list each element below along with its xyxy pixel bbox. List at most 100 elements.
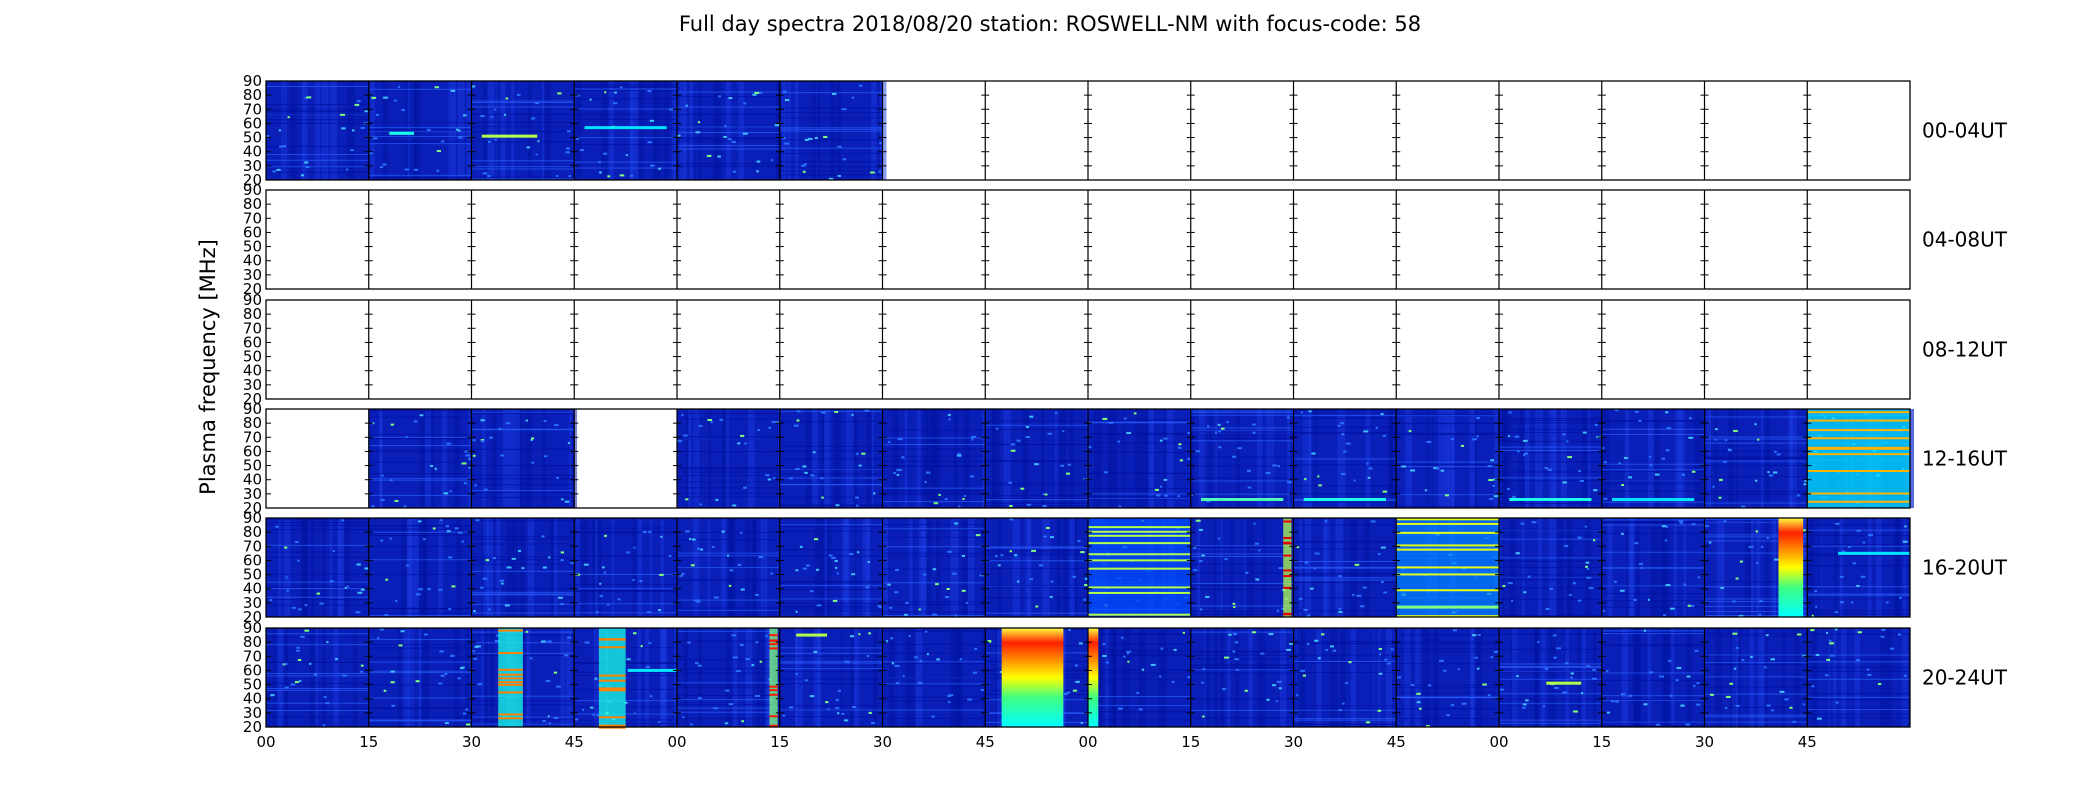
spectral-feature xyxy=(1201,498,1284,502)
spectral-feature xyxy=(1546,681,1582,685)
y-tick-label: 90 xyxy=(243,181,262,199)
row-time-label: 20-24UT xyxy=(1922,666,2008,690)
y-tick-label: 30 xyxy=(243,266,262,284)
y-tick-label: 70 xyxy=(243,537,262,555)
y-tick-label: 90 xyxy=(243,72,262,90)
spectrum-panel xyxy=(1499,518,1602,617)
y-tick-label: 60 xyxy=(243,114,262,132)
spectrum-panel xyxy=(1601,409,1707,508)
spectral-feature xyxy=(1396,605,1499,609)
y-tick-label: 30 xyxy=(243,376,262,394)
y-tick-label: 30 xyxy=(243,704,262,722)
spectrum-panel xyxy=(882,628,988,727)
y-tick-label: 70 xyxy=(243,319,262,337)
y-tick-label: 90 xyxy=(243,509,262,527)
spectrum-panel xyxy=(1088,409,1192,508)
spectral-feature xyxy=(1303,498,1386,502)
spectrum-panel xyxy=(677,409,783,508)
x-tick-label: 15 xyxy=(1181,733,1200,751)
y-tick-label: 70 xyxy=(243,428,262,446)
y-tick-label: 50 xyxy=(243,348,262,366)
y-tick-label: 50 xyxy=(243,566,262,584)
spectral-feature xyxy=(1612,498,1695,502)
y-tick-label: 50 xyxy=(243,238,262,256)
y-axis-label: Plasma frequency [MHz] xyxy=(196,239,220,495)
y-tick-label: 30 xyxy=(243,157,262,175)
x-tick-label: 45 xyxy=(1387,733,1406,751)
spectrum-panel xyxy=(471,628,576,728)
x-tick-label: 30 xyxy=(873,733,892,751)
y-tick-label: 40 xyxy=(243,252,262,270)
spectrum-panel xyxy=(368,81,477,180)
y-tick-label: 40 xyxy=(243,362,262,380)
x-tick-label: 30 xyxy=(462,733,481,751)
spectrum-panel xyxy=(1396,409,1499,508)
y-tick-label: 80 xyxy=(243,305,262,323)
y-tick-label: 60 xyxy=(243,223,262,241)
spectrum-panel xyxy=(677,628,780,727)
row-time-label: 12-16UT xyxy=(1922,447,2008,471)
spectrum-panel xyxy=(1293,409,1397,508)
spectrum-panel xyxy=(1190,628,1294,727)
row-time-label: 08-12UT xyxy=(1922,338,2008,362)
spectrum-panel xyxy=(266,518,369,617)
y-tick-label: 30 xyxy=(243,485,262,503)
y-tick-label: 20 xyxy=(243,171,262,189)
spectral-feature xyxy=(1778,518,1804,617)
spectral-feature xyxy=(1088,628,1099,727)
y-tick-label: 40 xyxy=(243,690,262,708)
y-tick-label: 20 xyxy=(243,390,262,408)
x-tick-label: 15 xyxy=(1592,733,1611,751)
row-time-label: 16-20UT xyxy=(1922,556,2008,580)
y-tick-label: 20 xyxy=(243,499,262,517)
y-tick-label: 60 xyxy=(243,333,262,351)
x-tick-label: 00 xyxy=(256,733,275,751)
spectrum-panel xyxy=(1190,518,1301,617)
y-tick-label: 40 xyxy=(243,580,262,598)
y-tick-label: 60 xyxy=(243,442,262,460)
spectrum-panel xyxy=(1601,628,1710,727)
spectral-feature xyxy=(1807,409,1910,508)
y-tick-label: 60 xyxy=(243,551,262,569)
spectrum-panel xyxy=(574,81,680,180)
spectral-feature xyxy=(584,126,667,130)
y-tick-label: 20 xyxy=(243,280,262,298)
y-tick-label: 50 xyxy=(243,676,262,694)
spectral-feature xyxy=(1838,551,1910,555)
y-tick-label: 20 xyxy=(243,718,262,736)
x-tick-label: 15 xyxy=(359,733,378,751)
spectrum-panel xyxy=(574,518,678,617)
y-tick-label: 90 xyxy=(243,619,262,637)
x-tick-label: 45 xyxy=(976,733,995,751)
spectral-feature xyxy=(498,628,523,727)
spectrum-panel xyxy=(882,518,991,617)
y-tick-label: 60 xyxy=(243,661,262,679)
spectrum-panel xyxy=(1807,518,1910,617)
y-tick-label: 80 xyxy=(243,195,262,213)
spectrum-panel xyxy=(779,518,883,617)
spectrum-panel xyxy=(779,81,887,180)
spectrum-panel xyxy=(677,518,780,617)
spectrum-panel xyxy=(1704,628,1808,727)
x-tick-label: 00 xyxy=(667,733,686,751)
spectrum-panel xyxy=(1499,628,1602,727)
y-tick-label: 80 xyxy=(243,523,262,541)
spectrum-panel xyxy=(779,628,883,727)
y-tick-label: 40 xyxy=(243,143,262,161)
spectrum-panel xyxy=(368,518,472,617)
spectral-feature xyxy=(1396,518,1499,618)
x-tick-label: 15 xyxy=(770,733,789,751)
spectral-feature xyxy=(389,131,414,135)
y-tick-label: 70 xyxy=(243,100,262,118)
spectrum-panel xyxy=(1396,628,1502,727)
spectrum-panel xyxy=(1499,409,1602,508)
spectrum-panel xyxy=(1293,518,1403,617)
chart-title: Full day spectra 2018/08/20 station: ROS… xyxy=(678,12,1422,36)
y-tick-label: 30 xyxy=(243,594,262,612)
spectral-feature xyxy=(769,628,778,727)
spectrum-panel xyxy=(677,81,784,180)
